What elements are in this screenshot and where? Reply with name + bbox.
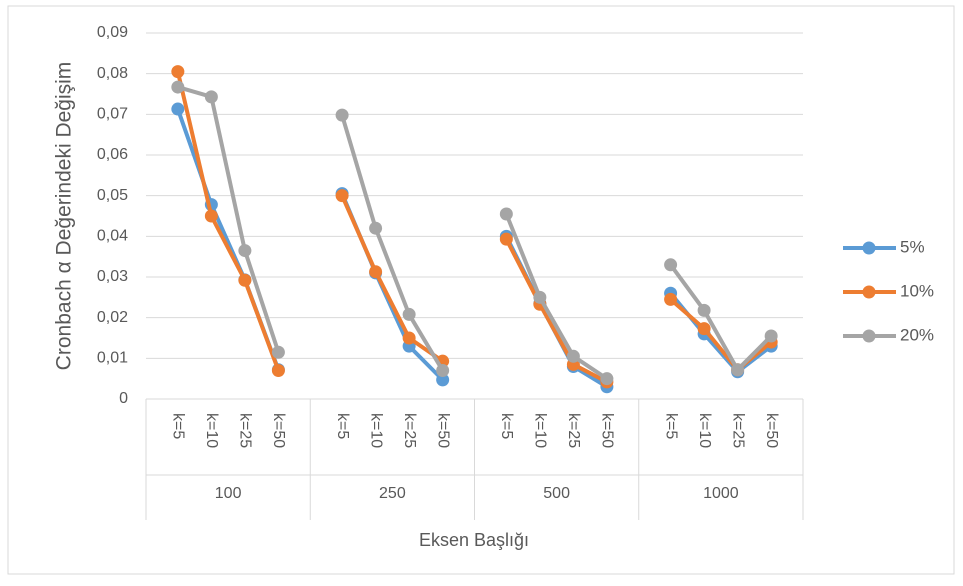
x-tick-label: k=10: [532, 413, 549, 448]
y-tick-label: 0,05: [97, 187, 128, 204]
data-point: [335, 189, 349, 203]
legend-label: 10%: [900, 281, 934, 300]
y-tick-label: 0,08: [97, 65, 128, 82]
series-line: [504, 213, 609, 381]
series-line: [340, 114, 445, 372]
x-tick-label: k=25: [401, 413, 418, 448]
x-tick-label: k=5: [334, 413, 351, 439]
x-tick-label: k=25: [729, 413, 746, 448]
y-tick-label: 0,02: [97, 309, 128, 326]
series-line: [504, 238, 608, 384]
data-point: [499, 232, 513, 246]
data-point: [697, 322, 711, 336]
y-tick-label: 0,06: [97, 146, 128, 163]
data-point: [436, 364, 450, 378]
data-point: [171, 102, 185, 116]
y-tick-label: 0,03: [97, 268, 128, 285]
legend-label: 5%: [900, 237, 925, 256]
data-point: [499, 207, 513, 221]
x-tick-label: k=50: [270, 413, 287, 448]
data-point: [764, 329, 778, 343]
x-tick-label: k=5: [662, 413, 679, 439]
data-point: [600, 372, 614, 386]
data-point: [238, 244, 252, 258]
series-line: [340, 194, 444, 363]
x-tick-label: k=10: [696, 413, 713, 448]
group-label: 100: [215, 485, 242, 502]
x-tick-label: k=25: [237, 413, 254, 448]
legend-label: 20%: [900, 325, 934, 344]
series-line: [669, 297, 773, 372]
x-tick-label: k=50: [763, 413, 780, 448]
y-tick-label: 0: [119, 390, 128, 407]
x-tick-label: k=50: [599, 413, 616, 448]
data-point: [204, 209, 218, 223]
data-point: [171, 65, 185, 79]
group-label: 500: [543, 485, 570, 502]
data-point: [238, 273, 252, 287]
group-label: 1000: [703, 485, 739, 502]
data-point: [731, 363, 745, 377]
y-tick-label: 0,04: [97, 228, 128, 245]
y-axis-title: Cronbach α Değerindeki Değişim: [53, 62, 76, 371]
data-point: [369, 265, 383, 279]
y-tick-label: 0,01: [97, 350, 128, 367]
x-tick-label: k=5: [498, 413, 515, 439]
data-point: [402, 307, 416, 321]
series-line: [668, 263, 773, 372]
data-point: [271, 345, 285, 359]
x-tick-label: k=5: [170, 413, 187, 439]
x-tick-label: k=25: [565, 413, 582, 448]
series-line: [177, 85, 281, 353]
y-tick-label: 0,07: [97, 106, 128, 123]
legend-marker: [862, 285, 876, 299]
data-point: [271, 364, 285, 378]
data-point: [369, 221, 383, 235]
data-point: [204, 90, 218, 104]
data-point: [566, 349, 580, 363]
chart-border: [7, 5, 955, 575]
x-axis-title: Eksen Başlığı: [419, 530, 529, 550]
x-tick-label: k=50: [434, 413, 451, 448]
legend-marker: [862, 241, 876, 255]
y-tick-label: 0,09: [97, 24, 128, 41]
data-point: [171, 80, 185, 94]
data-point: [664, 292, 678, 306]
legend-marker: [862, 329, 876, 343]
data-point: [664, 258, 678, 272]
x-tick-label: k=10: [203, 413, 220, 448]
data-point: [436, 373, 450, 387]
data-point: [533, 290, 547, 304]
data-point: [697, 303, 711, 317]
series-line: [175, 71, 281, 372]
data-point: [335, 108, 349, 122]
group-label: 250: [379, 485, 406, 502]
x-tick-label: k=10: [367, 413, 384, 448]
data-point: [402, 331, 416, 345]
